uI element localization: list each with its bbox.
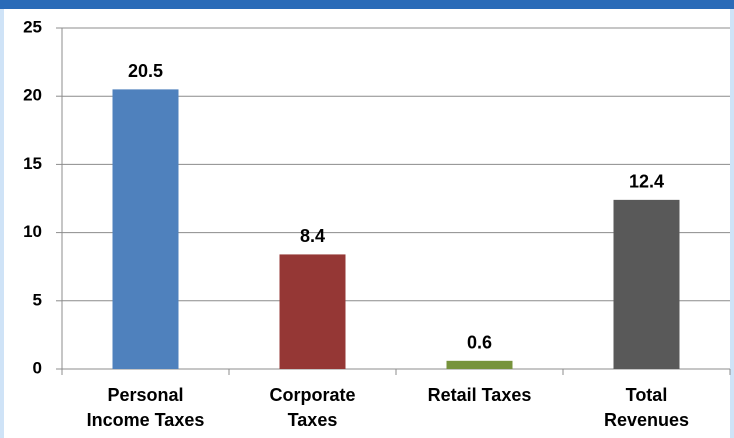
x-tick-label: Personal (107, 385, 183, 405)
y-tick-label: 15 (23, 154, 42, 173)
x-tick-label: Income Taxes (87, 410, 205, 430)
y-tick-label: 10 (23, 222, 42, 241)
y-tick-label: 25 (23, 17, 42, 36)
x-tick-label: Retail Taxes (428, 385, 532, 405)
chart-layer: 0 5 10 15 20 25 Personal Income Taxes 20.5 Corpor… (23, 17, 731, 430)
x-tick-label: Revenues (604, 410, 689, 430)
title-strip (0, 0, 734, 9)
data-label: 8.4 (300, 226, 325, 246)
y-tick-label: 5 (33, 290, 42, 309)
bar (112, 89, 179, 369)
bar (613, 199, 680, 369)
bar (279, 254, 346, 369)
x-tick-label: Corporate (269, 385, 355, 405)
data-label: 20.5 (128, 61, 163, 81)
bar (446, 360, 513, 369)
y-tick-label: 20 (23, 86, 42, 105)
x-tick-label: Total (626, 385, 668, 405)
y-tick-label: 0 (33, 358, 42, 377)
data-label: 12.4 (629, 172, 664, 192)
data-label: 0.6 (467, 333, 492, 353)
x-tick-label: Taxes (288, 410, 338, 430)
